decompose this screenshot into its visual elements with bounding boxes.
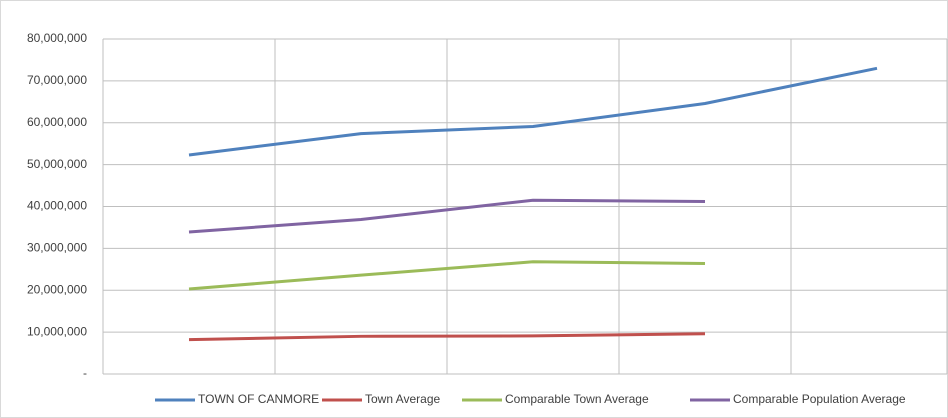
legend-label: TOWN OF CANMORE: [198, 392, 319, 406]
y-tick-label: -: [83, 366, 87, 380]
series-line: [188, 198, 706, 234]
series-line: [188, 260, 706, 291]
legend-label: Comparable Population Average: [733, 392, 906, 406]
y-tick-label: 80,000,000: [27, 31, 87, 45]
y-tick-label: 10,000,000: [27, 324, 87, 338]
y-tick-label: 50,000,000: [27, 157, 87, 171]
series-line: [188, 66, 878, 157]
y-tick-label: 20,000,000: [27, 282, 87, 296]
y-tick-label: 30,000,000: [27, 241, 87, 255]
legend-label: Town Average: [365, 392, 440, 406]
y-tick-label: 40,000,000: [27, 199, 87, 213]
y-tick-label: 60,000,000: [27, 115, 87, 129]
series-line: [188, 332, 706, 342]
legend-label: Comparable Town Average: [505, 392, 649, 406]
y-tick-label: 70,000,000: [27, 73, 87, 87]
